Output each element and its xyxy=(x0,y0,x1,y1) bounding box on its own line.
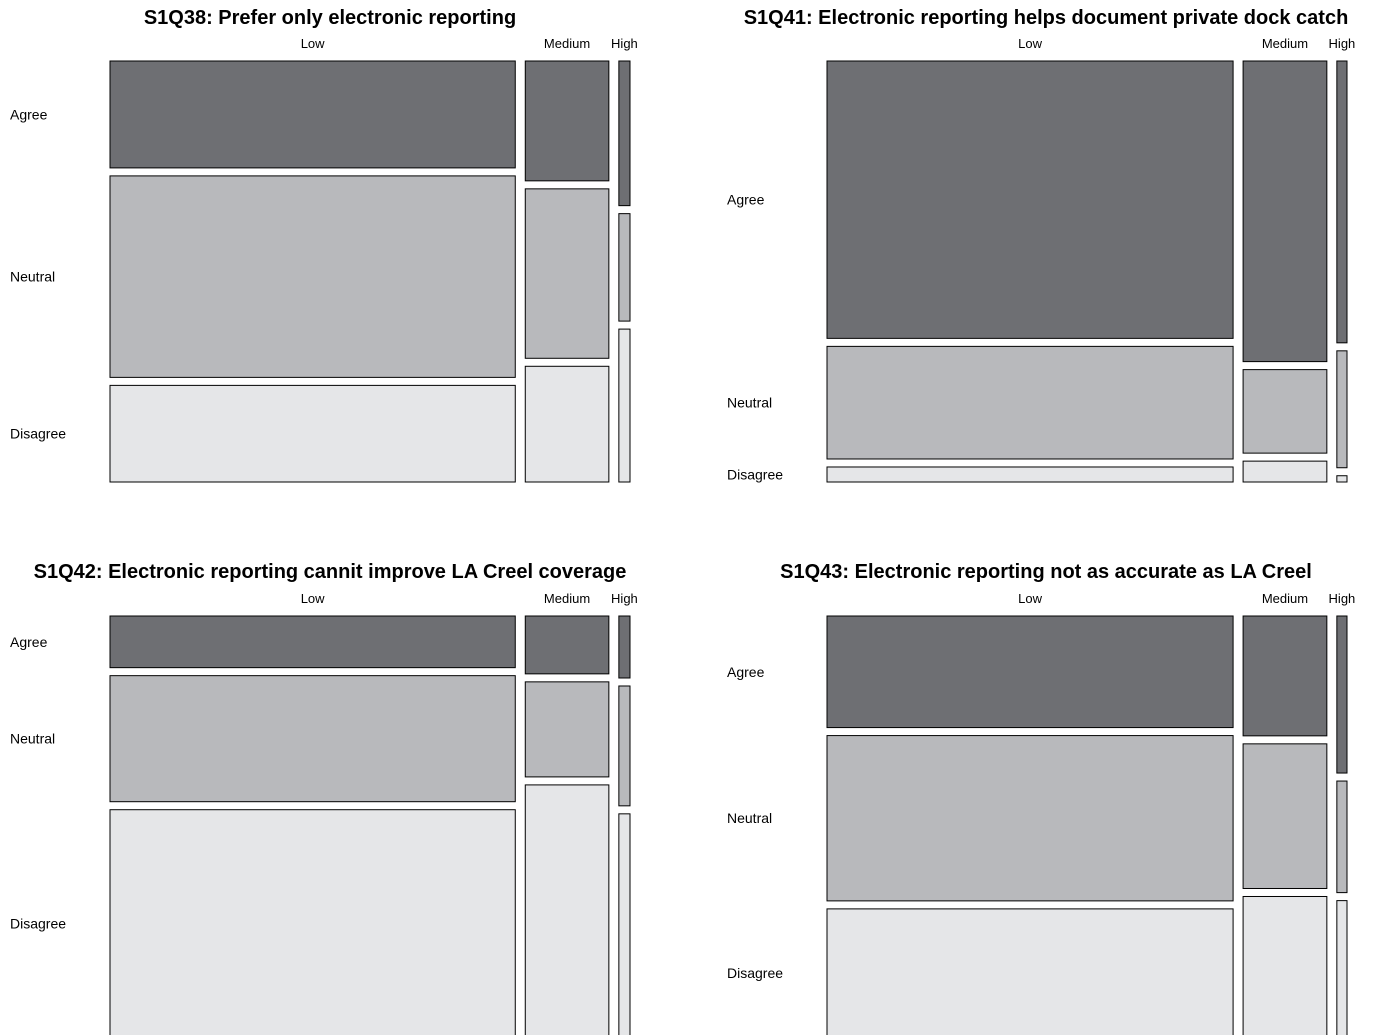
tile-high-agree xyxy=(618,60,631,207)
tile-low-neutral xyxy=(826,345,1234,460)
tile-high-disagree xyxy=(618,328,631,483)
column-label-medium: Medium xyxy=(1262,36,1308,51)
tile-medium-neutral xyxy=(1242,743,1328,889)
tile-low-disagree xyxy=(109,384,516,483)
column-label-high: High xyxy=(611,591,638,606)
tile-medium-disagree xyxy=(524,784,610,1035)
row-label-neutral: Neutral xyxy=(727,810,772,826)
column-label-low: Low xyxy=(301,36,325,51)
row-label-neutral: Neutral xyxy=(10,269,55,285)
mosaic-panel-3: S1Q42: Electronic reporting cannit impro… xyxy=(10,561,638,1035)
mosaic-panel-2: S1Q41: Electronic reporting helps docume… xyxy=(727,7,1356,483)
row-label-neutral: Neutral xyxy=(727,395,772,411)
mosaic-panel-1: S1Q38: Prefer only electronic reporting L… xyxy=(10,7,638,483)
tile-medium-agree xyxy=(1242,615,1328,737)
chart-title: S1Q43: Electronic reporting not as accur… xyxy=(780,561,1312,583)
tile-high-neutral xyxy=(1336,350,1348,469)
tile-high-neutral xyxy=(1336,780,1348,894)
mosaic-panel-4: S1Q43: Electronic reporting not as accur… xyxy=(727,561,1355,1035)
tile-low-agree xyxy=(826,615,1234,729)
row-label-disagree: Disagree xyxy=(10,426,66,442)
tile-high-disagree xyxy=(1336,475,1348,483)
tile-medium-neutral xyxy=(524,188,610,359)
column-label-high: High xyxy=(1329,36,1356,51)
tile-high-neutral xyxy=(618,213,631,322)
tile-low-neutral xyxy=(109,675,516,803)
tile-medium-agree xyxy=(524,615,610,675)
column-label-medium: Medium xyxy=(544,36,590,51)
chart-title: S1Q42: Electronic reporting cannit impro… xyxy=(34,561,627,583)
chart-title: S1Q41: Electronic reporting helps docume… xyxy=(744,7,1349,29)
tile-high-neutral xyxy=(618,685,631,807)
tile-medium-agree xyxy=(1242,60,1328,363)
tile-medium-neutral xyxy=(524,681,610,778)
column-label-low: Low xyxy=(301,591,325,606)
row-label-neutral: Neutral xyxy=(10,731,55,747)
row-label-agree: Agree xyxy=(10,106,48,122)
chart-title: S1Q38: Prefer only electronic reporting xyxy=(144,7,516,29)
column-label-low: Low xyxy=(1018,36,1042,51)
tile-high-agree xyxy=(1336,615,1348,774)
tile-high-disagree xyxy=(1336,900,1348,1035)
row-label-agree: Agree xyxy=(727,664,765,680)
row-label-disagree: Disagree xyxy=(727,965,783,981)
tile-medium-disagree xyxy=(1242,895,1328,1035)
tile-low-neutral xyxy=(109,175,516,378)
tile-medium-disagree xyxy=(524,365,610,483)
tile-medium-neutral xyxy=(1242,369,1328,454)
tile-low-agree xyxy=(109,60,516,169)
tile-high-agree xyxy=(618,615,631,679)
column-label-high: High xyxy=(611,36,638,51)
tile-low-disagree xyxy=(826,466,1234,483)
tile-low-disagree xyxy=(109,809,516,1035)
row-label-agree: Agree xyxy=(10,634,48,650)
tile-high-agree xyxy=(1336,60,1348,344)
column-label-high: High xyxy=(1329,591,1356,606)
tile-low-agree xyxy=(109,615,516,669)
row-label-disagree: Disagree xyxy=(727,466,783,482)
column-label-low: Low xyxy=(1018,591,1042,606)
row-label-agree: Agree xyxy=(727,192,765,208)
tile-low-disagree xyxy=(826,908,1234,1035)
tile-high-disagree xyxy=(618,813,631,1035)
tile-medium-agree xyxy=(524,60,610,182)
column-label-medium: Medium xyxy=(544,591,590,606)
tile-low-neutral xyxy=(826,735,1234,902)
tile-medium-disagree xyxy=(1242,460,1328,483)
tile-low-agree xyxy=(826,60,1234,339)
row-label-disagree: Disagree xyxy=(10,915,66,931)
column-label-medium: Medium xyxy=(1262,591,1308,606)
